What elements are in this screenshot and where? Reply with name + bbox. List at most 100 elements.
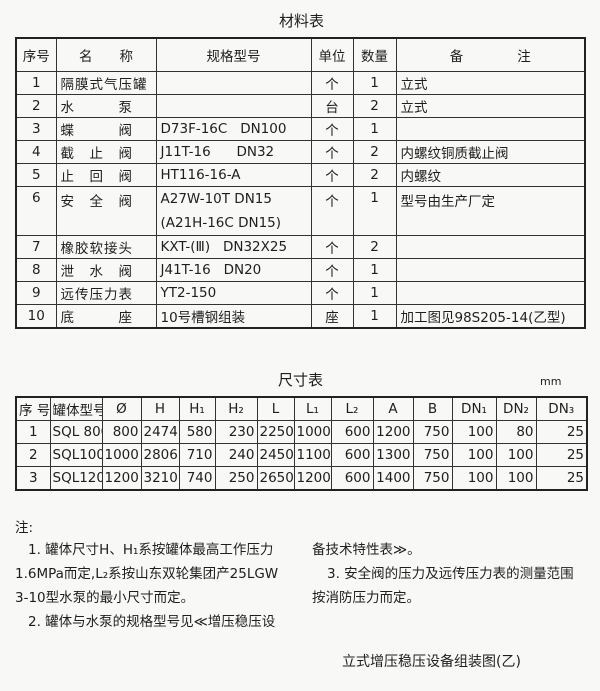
material-cell-unit: 个 — [310, 235, 354, 259]
size-cell: SQL1200 — [49, 466, 103, 491]
size-cell: 1200 — [372, 420, 414, 444]
size-cell: 750 — [412, 466, 453, 491]
size-cell: 100 — [451, 466, 497, 491]
size-cell: 750 — [412, 420, 453, 444]
size-header-cell: L — [256, 396, 295, 421]
material-cell-qty: 2 — [352, 235, 397, 259]
material-cell-note: 加工图见98S205-14(乙型) — [395, 304, 586, 329]
material-cell-qty: 2 — [352, 140, 397, 164]
size-cell: 1200 — [101, 466, 142, 491]
size-cell: 580 — [178, 420, 216, 444]
note-line: 2. 罐体与水泵的规格型号见≪增压稳压设 — [28, 614, 276, 630]
size-cell: 80 — [495, 420, 537, 444]
material-cell-name: 止 回 阀 — [55, 163, 157, 187]
note-line: 3-10型水泵的最小尺寸而定。 — [15, 590, 195, 606]
note-line: 3. 安全阀的压力及远传压力表的测量范围 — [327, 566, 574, 582]
table-row: 7 橡胶软接头 KXT-(Ⅲ) DN32X25 个 2 — [15, 235, 586, 259]
material-table-header: 序号名 称规格型号 单位 数量备 注 — [15, 37, 586, 72]
material-cell-name: 底 座 — [55, 304, 157, 329]
material-cell-qty: 1 — [352, 281, 397, 305]
material-cell-note: 内螺纹 — [395, 163, 586, 187]
note-line: 按消防压力而定。 — [312, 590, 420, 606]
material-cell-name: 泄 水 阀 — [55, 258, 157, 282]
material-cell-unit: 个 — [310, 140, 354, 164]
size-header-cell: DN₃ — [535, 396, 588, 421]
material-cell-note — [395, 281, 586, 305]
note-line: 1.6MPa而定,L₂系按山东双轮集团产25LGW — [15, 566, 279, 582]
note-line: 1. 罐体尺寸H、H₁系按罐体最高工作压力 — [28, 542, 274, 558]
material-cell-no: 3 — [15, 117, 57, 141]
size-header-cell: DN₂ — [495, 396, 537, 421]
size-header-cell: L₁ — [293, 396, 332, 421]
size-cell: 1000 — [293, 420, 332, 444]
material-cell-spec: KXT-(Ⅲ) DN32X25 — [155, 235, 312, 259]
material-cell-no: 8 — [15, 258, 57, 282]
material-cell-spec: J11T-16 DN32 — [155, 140, 312, 164]
size-header-cell: H — [140, 396, 180, 421]
material-cell-spec: D73F-16C DN100 — [155, 117, 312, 141]
material-cell-qty: 2 — [352, 163, 397, 187]
size-cell: 1100 — [293, 443, 332, 467]
size-cell: 600 — [330, 443, 374, 467]
size-cell: 230 — [214, 420, 258, 444]
note-line: 备技术特性表≫。 — [312, 542, 421, 558]
size-header-cell: DN₁ — [451, 396, 497, 421]
notes-label: 注: — [15, 520, 34, 536]
material-cell-unit: 台 — [310, 94, 354, 118]
size-cell: 25 — [535, 420, 588, 444]
material-cell-name: 蝶 阀 — [55, 117, 157, 141]
size-cell: SQL1000 — [49, 443, 103, 467]
material-cell-qty: 1 — [352, 258, 397, 282]
size-cell: 1400 — [372, 466, 414, 491]
size-cell: 600 — [330, 420, 374, 444]
material-cell-spec — [155, 71, 312, 95]
material-cell-name: 远传压力表 — [55, 281, 157, 305]
material-cell-no: 10 — [15, 304, 57, 329]
size-cell: 100 — [495, 443, 537, 467]
material-header-cell: 单位 — [310, 37, 354, 72]
material-cell-spec: HT116-16-A — [155, 163, 312, 187]
size-table-unit: mm — [540, 375, 562, 388]
size-cell: 2474 — [140, 420, 180, 444]
size-header-cell: 序 号 — [15, 396, 51, 421]
material-cell-qty: 1 — [352, 304, 397, 329]
size-header-cell: A — [372, 396, 414, 421]
table-row: 10 底 座 10号槽钢组装座 1 加工图见98S205-14(乙型) — [15, 304, 586, 329]
material-cell-spec: 10号槽钢组装 — [155, 304, 312, 329]
material-cell-note: 立式 — [395, 94, 586, 118]
size-cell: 2 — [15, 443, 51, 467]
material-cell-name: 隔膜式气压罐 — [55, 71, 157, 95]
size-cell: 1000 — [101, 443, 142, 467]
material-cell-unit: 个 — [310, 281, 354, 305]
material-header-cell: 序号 — [15, 37, 57, 72]
size-cell: 25 — [535, 466, 588, 491]
size-header-cell: B — [412, 396, 453, 421]
material-cell-spec: J41T-16 DN20 — [155, 258, 312, 282]
material-cell-unit: 个 — [310, 258, 354, 282]
material-cell-no: 6 — [15, 186, 57, 236]
size-table-title: 尺寸表 — [278, 371, 324, 389]
size-table-header: 序 号罐体型号 Ø H H₁ H₂ L L₁ L₂ A B DN₁ DN₂ DN₃ — [15, 396, 588, 421]
material-cell-no: 1 — [15, 71, 57, 95]
material-cell-note — [395, 117, 586, 141]
material-cell-unit: 个 — [310, 163, 354, 187]
material-cell-qty: 1 — [352, 71, 397, 95]
material-cell-no: 2 — [15, 94, 57, 118]
table-row: 1 隔膜式气压罐个 1 立式 — [15, 71, 586, 95]
size-cell: 750 — [412, 443, 453, 467]
material-cell-note: 内螺纹铜质截止阀 — [395, 140, 586, 164]
size-cell: 240 — [214, 443, 258, 467]
material-cell-name: 橡胶软接头 — [55, 235, 157, 259]
table-row: 2SQL100010002806710240245011006001300750… — [15, 443, 588, 467]
table-row: 3SQL120012003210740250265012006001400750… — [15, 466, 588, 491]
material-cell-spec: A27W-10T DN15 (A21H-16C DN15) — [155, 186, 312, 236]
size-cell: 100 — [451, 420, 497, 444]
size-cell: 800 — [101, 420, 142, 444]
material-cell-qty: 1 — [352, 186, 397, 236]
